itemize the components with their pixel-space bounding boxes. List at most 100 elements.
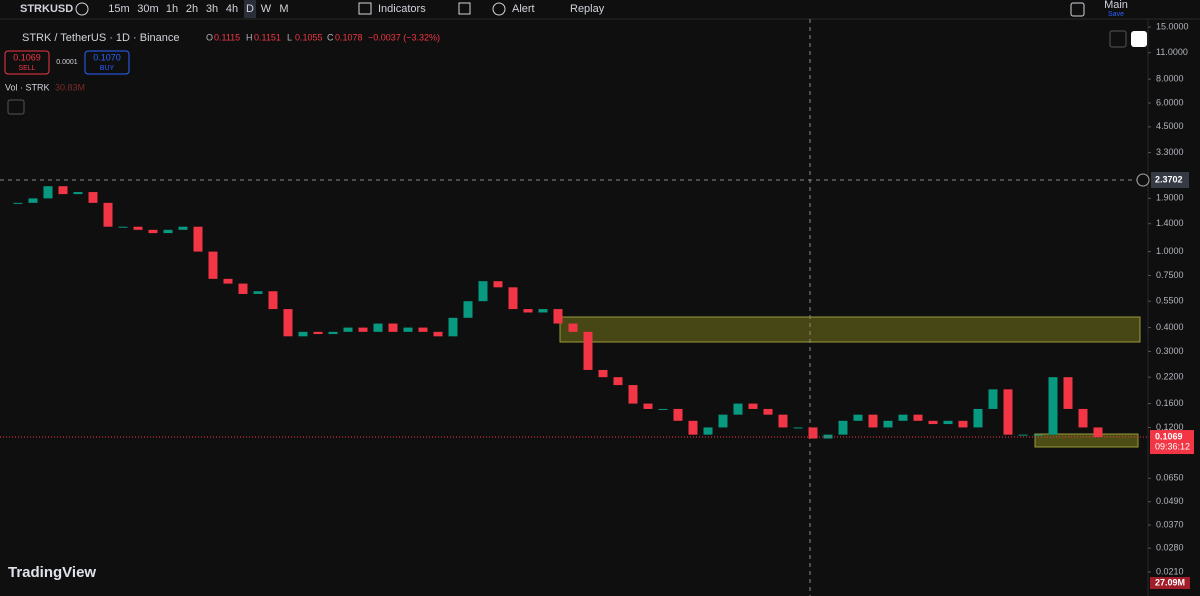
buy-label[interactable]: BUY xyxy=(100,65,115,72)
brand: TradingView xyxy=(8,564,96,581)
ohlc-value: 0.1055 xyxy=(295,32,323,42)
buy-button[interactable] xyxy=(84,50,130,75)
countdown: 09:36:12 xyxy=(1155,441,1190,451)
candle xyxy=(1048,377,1058,435)
buy-price[interactable]: 0.1070 xyxy=(93,52,121,62)
indicators-btn[interactable]: Indicators xyxy=(358,2,426,15)
scroll-button[interactable] xyxy=(1109,30,1127,48)
candle xyxy=(553,309,563,324)
candle xyxy=(253,291,263,294)
candle xyxy=(943,420,953,425)
spread: 0.0001 xyxy=(56,59,78,66)
candle xyxy=(703,427,713,435)
candle xyxy=(178,226,188,230)
candle xyxy=(283,309,293,337)
candle xyxy=(133,226,143,230)
price-tick-label: 0.0210 xyxy=(1156,566,1184,576)
candle xyxy=(268,291,278,310)
candle xyxy=(493,281,503,288)
interval[interactable]: D xyxy=(246,3,254,15)
sell-button[interactable] xyxy=(4,50,50,75)
sell-label[interactable]: SELL xyxy=(18,65,35,72)
ohlc-label: O xyxy=(206,32,213,42)
candle xyxy=(373,323,383,332)
interval[interactable]: 30m xyxy=(137,3,158,15)
candle xyxy=(463,301,473,318)
price-tick-label: 0.1200 xyxy=(1156,422,1184,432)
candle xyxy=(298,331,308,337)
interval[interactable]: 4h xyxy=(226,3,238,15)
auto-button[interactable] xyxy=(1131,31,1147,47)
candle xyxy=(928,420,938,425)
candle xyxy=(1093,427,1103,437)
candle xyxy=(733,403,743,415)
symbol[interactable]: STRKUSD xyxy=(20,3,73,15)
fullscreen[interactable] xyxy=(1070,2,1085,17)
candle xyxy=(658,408,668,410)
price-tick-label: 0.2200 xyxy=(1156,372,1184,382)
layout-name[interactable]: Main xyxy=(1104,0,1128,11)
crosshair-tag xyxy=(1151,172,1189,189)
ohlc-label: L xyxy=(287,32,292,42)
sell-price[interactable]: 0.1069 xyxy=(13,52,41,62)
price-tick-label: 15.0000 xyxy=(1156,21,1189,31)
crosshair-label: 2.3702 xyxy=(1155,174,1183,184)
candle xyxy=(478,281,488,302)
candle xyxy=(538,309,548,313)
candle xyxy=(88,192,98,203)
add-symbol[interactable] xyxy=(75,2,89,16)
indicators-label[interactable]: Indicators xyxy=(378,3,426,15)
price-tick-label: 0.7500 xyxy=(1156,270,1184,280)
price-tick-label: 0.3000 xyxy=(1156,346,1184,356)
candle xyxy=(208,251,218,279)
alert-label[interactable]: Alert xyxy=(512,3,535,15)
interval[interactable]: 2h xyxy=(186,3,198,15)
collapse-button[interactable] xyxy=(7,99,25,115)
candle xyxy=(1078,408,1088,428)
candle xyxy=(418,327,428,332)
candle xyxy=(1003,389,1013,435)
ohlc-change: −0.0037 (−3.32%) xyxy=(368,32,440,42)
candle xyxy=(718,414,728,428)
candle xyxy=(523,309,533,313)
candle xyxy=(868,414,878,428)
candle xyxy=(328,331,338,335)
replay-label[interactable]: Replay xyxy=(570,3,605,15)
price-tick-label: 4.5000 xyxy=(1156,121,1184,131)
candle xyxy=(313,331,323,335)
price-tick-label: 0.0280 xyxy=(1156,543,1184,553)
candle xyxy=(448,317,458,337)
candle xyxy=(838,420,848,435)
candle xyxy=(853,414,863,421)
zone xyxy=(559,316,1141,343)
interval[interactable]: 1h xyxy=(166,3,178,15)
candle xyxy=(808,427,818,439)
candle xyxy=(193,226,203,252)
layout-status[interactable]: Save xyxy=(1108,11,1124,18)
price-tick-label: 0.0490 xyxy=(1156,496,1184,506)
add-alert[interactable] xyxy=(1136,173,1150,187)
candle xyxy=(643,403,653,409)
interval[interactable]: M xyxy=(279,3,288,15)
interval[interactable]: 15m xyxy=(108,3,129,15)
candle xyxy=(343,327,353,332)
volume-tag xyxy=(1150,577,1190,589)
interval[interactable]: 3h xyxy=(206,3,218,15)
candle xyxy=(673,408,683,421)
candle xyxy=(118,226,128,228)
candle xyxy=(1018,434,1028,436)
candle xyxy=(358,327,368,332)
price-tick-label: 0.0370 xyxy=(1156,519,1184,529)
interval[interactable]: W xyxy=(261,3,272,15)
candle xyxy=(628,385,638,404)
ohlc-value: 0.1078 xyxy=(335,32,363,42)
price-tick-label: 0.4000 xyxy=(1156,322,1184,332)
price-tick-label: 1.0000 xyxy=(1156,246,1184,256)
layouts-icon[interactable] xyxy=(458,2,471,15)
ohlc-value: 0.1115 xyxy=(214,32,240,42)
volume-value: 30.83M xyxy=(55,82,85,92)
alert-icon[interactable] xyxy=(492,2,506,16)
candle xyxy=(568,323,578,332)
